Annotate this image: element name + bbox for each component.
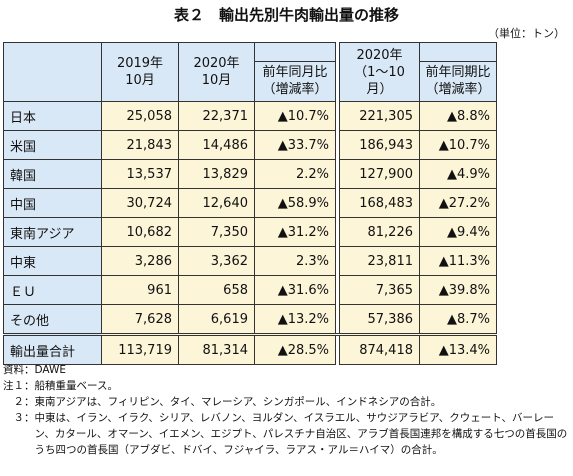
column-header-text: 前年同期比 （増減率）	[420, 61, 496, 101]
table-row: 米国 21,843 14,486 ▲33.7% 186,943 ▲10.7%	[3, 130, 497, 160]
row-label: 輸出量合計	[3, 333, 102, 365]
header-row: 2019年 10月 2020年 10月 前年同月比 （増減率） 2020年 （1～10…	[3, 42, 497, 102]
cell: 10,682	[101, 217, 179, 247]
notes: 資料： DAWE 注１： 船積重量ベース。 ２： 東南アジアは、フィリピン、タイ、マレー…	[3, 362, 569, 458]
column-header: 2019年 10月	[101, 42, 179, 102]
table-row: 中国 30,724 12,640 ▲58.9% 168,483 ▲27.2%	[3, 188, 497, 218]
cell: 57,386	[339, 304, 420, 335]
column-header-text: 前年同月比 （増減率）	[255, 61, 335, 101]
cell: ▲58.9%	[254, 188, 336, 218]
cell: ▲31.2%	[254, 217, 336, 247]
row-label: ＥＵ	[3, 275, 102, 305]
cell: 186,943	[339, 130, 420, 160]
note-text: 東南アジアは、フィリピン、タイ、マレーシア、シンガポール、インドネシアの合計。	[34, 396, 442, 408]
cell: ▲8.7%	[419, 304, 497, 335]
column-header: 2020年 （1～10月）	[339, 42, 420, 102]
cell: 168,483	[339, 188, 420, 218]
note: 注１： 船積重量ベース。	[3, 378, 569, 394]
table-row: 日本 25,058 22,371 ▲10.7% 221,305 ▲8.8%	[3, 101, 497, 131]
column-header: 2020年 10月	[178, 42, 255, 102]
cell: 658	[178, 275, 255, 305]
cell: 874,418	[339, 333, 420, 365]
table: 2019年 10月 2020年 10月 前年同月比 （増減率） 2020年 （1～10…	[3, 42, 497, 365]
note: ３： 中東は、イラン、イラク、シリア、レバノン、ヨルダン、イスラエル、サウジアラビ…	[3, 410, 569, 458]
note-text: 中東は、イラン、イラク、シリア、レバノン、ヨルダン、イスラエル、サウジアラビア、…	[34, 412, 568, 456]
cell: ▲4.9%	[419, 159, 497, 189]
table-row: ＥＵ 961 658 ▲31.6% 7,365 ▲39.8%	[3, 275, 497, 305]
row-label: 東南アジア	[3, 217, 102, 247]
cell: 127,900	[339, 159, 420, 189]
table-row: 中東 3,286 3,362 2.3% 23,811 ▲11.3%	[3, 246, 497, 276]
cell: 7,350	[178, 217, 255, 247]
cell: ▲39.8%	[419, 275, 497, 305]
row-label: 中国	[3, 188, 102, 218]
cell: ▲31.6%	[254, 275, 336, 305]
table-row: 輸出量合計 113,719 81,314 ▲28.5% 874,418 ▲13.4%	[3, 333, 497, 365]
cell: 6,619	[178, 304, 255, 335]
note-label: 資料：	[3, 364, 35, 376]
cell: 23,811	[339, 246, 420, 276]
column-header: 前年同月比 （増減率）	[254, 42, 336, 102]
row-label: 韓国	[3, 159, 102, 189]
table-row: 韓国 13,537 13,829 2.2% 127,900 ▲4.9%	[3, 159, 497, 189]
cell: 3,362	[178, 246, 255, 276]
column-header: 前年同期比 （増減率）	[419, 42, 497, 102]
note-text: DAWE	[34, 364, 67, 376]
cell: 961	[101, 275, 179, 305]
note-label: ２：	[3, 396, 35, 408]
note-text: 船積重量ベース。	[34, 380, 118, 392]
note-label: 注１：	[3, 380, 35, 392]
cell: ▲27.2%	[419, 188, 497, 218]
cell: 81,314	[178, 333, 255, 365]
cell: ▲11.3%	[419, 246, 497, 276]
row-label: 米国	[3, 130, 102, 160]
cell: 7,628	[101, 304, 179, 335]
cell: 2.2%	[254, 159, 336, 189]
unit: （単位：トン）	[488, 27, 565, 40]
cell: ▲28.5%	[254, 333, 336, 365]
title: 表２ 輸出先別牛肉輸出量の推移	[173, 6, 399, 24]
note: ２： 東南アジアは、フィリピン、タイ、マレーシア、シンガポール、インドネシアの合計…	[3, 394, 569, 410]
cell: 13,537	[101, 159, 179, 189]
cell: 81,226	[339, 217, 420, 247]
cell: ▲10.7%	[419, 130, 497, 160]
row-label: 日本	[3, 101, 102, 131]
cell: 3,286	[101, 246, 179, 276]
cell: ▲13.2%	[254, 304, 336, 335]
cell: 21,843	[101, 130, 179, 160]
cell: 22,371	[178, 101, 255, 131]
row-label: その他	[3, 304, 102, 335]
cell: ▲9.4%	[419, 217, 497, 247]
cell: 113,719	[101, 333, 179, 365]
cell: 2.3%	[254, 246, 336, 276]
cell: ▲33.7%	[254, 130, 336, 160]
cell: 13,829	[178, 159, 255, 189]
cell: ▲13.4%	[419, 333, 497, 365]
cell: 7,365	[339, 275, 420, 305]
cell: 14,486	[178, 130, 255, 160]
note: 資料： DAWE	[3, 362, 569, 378]
row-label: 中東	[3, 246, 102, 276]
note-label: ３：	[3, 412, 35, 424]
cell: 30,724	[101, 188, 179, 218]
corner-cell	[3, 42, 102, 102]
cell: ▲10.7%	[254, 101, 336, 131]
cell: 221,305	[339, 101, 420, 131]
cell: ▲8.8%	[419, 101, 497, 131]
cell: 25,058	[101, 101, 179, 131]
table-row: その他 7,628 6,619 ▲13.2% 57,386 ▲8.7%	[3, 304, 497, 335]
cell: 12,640	[178, 188, 255, 218]
table-row: 東南アジア 10,682 7,350 ▲31.2% 81,226 ▲9.4%	[3, 217, 497, 247]
